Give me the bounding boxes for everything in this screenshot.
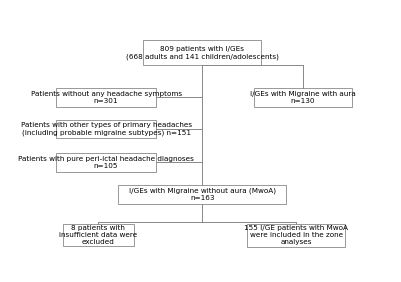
FancyBboxPatch shape	[119, 185, 286, 204]
FancyBboxPatch shape	[56, 88, 156, 107]
Text: Patients without any headache symptoms
n=301: Patients without any headache symptoms n…	[30, 91, 182, 104]
FancyBboxPatch shape	[56, 120, 156, 138]
FancyBboxPatch shape	[247, 224, 345, 247]
Text: Patients with other types of primary headaches
(including probable migraine subt: Patients with other types of primary hea…	[20, 122, 192, 136]
FancyBboxPatch shape	[254, 88, 352, 107]
Text: 155 I/GE patients with MwoA
were included in the zone
analyses: 155 I/GE patients with MwoA were include…	[245, 225, 348, 245]
Text: 8 patients with
insufficient data were
excluded: 8 patients with insufficient data were e…	[59, 225, 138, 245]
Text: Patients with pure peri-ictal headache diagnoses
n=105: Patients with pure peri-ictal headache d…	[18, 156, 194, 169]
FancyBboxPatch shape	[56, 153, 156, 172]
FancyBboxPatch shape	[144, 40, 261, 65]
Text: 809 patients with I/GEs
(668 adults and 141 children/adolescents): 809 patients with I/GEs (668 adults and …	[126, 46, 279, 60]
Text: I/GEs with Migraine without aura (MwoA)
n=163: I/GEs with Migraine without aura (MwoA) …	[129, 188, 276, 201]
FancyBboxPatch shape	[63, 224, 134, 246]
Text: I/GEs with Migraine with aura
n=130: I/GEs with Migraine with aura n=130	[250, 91, 356, 104]
